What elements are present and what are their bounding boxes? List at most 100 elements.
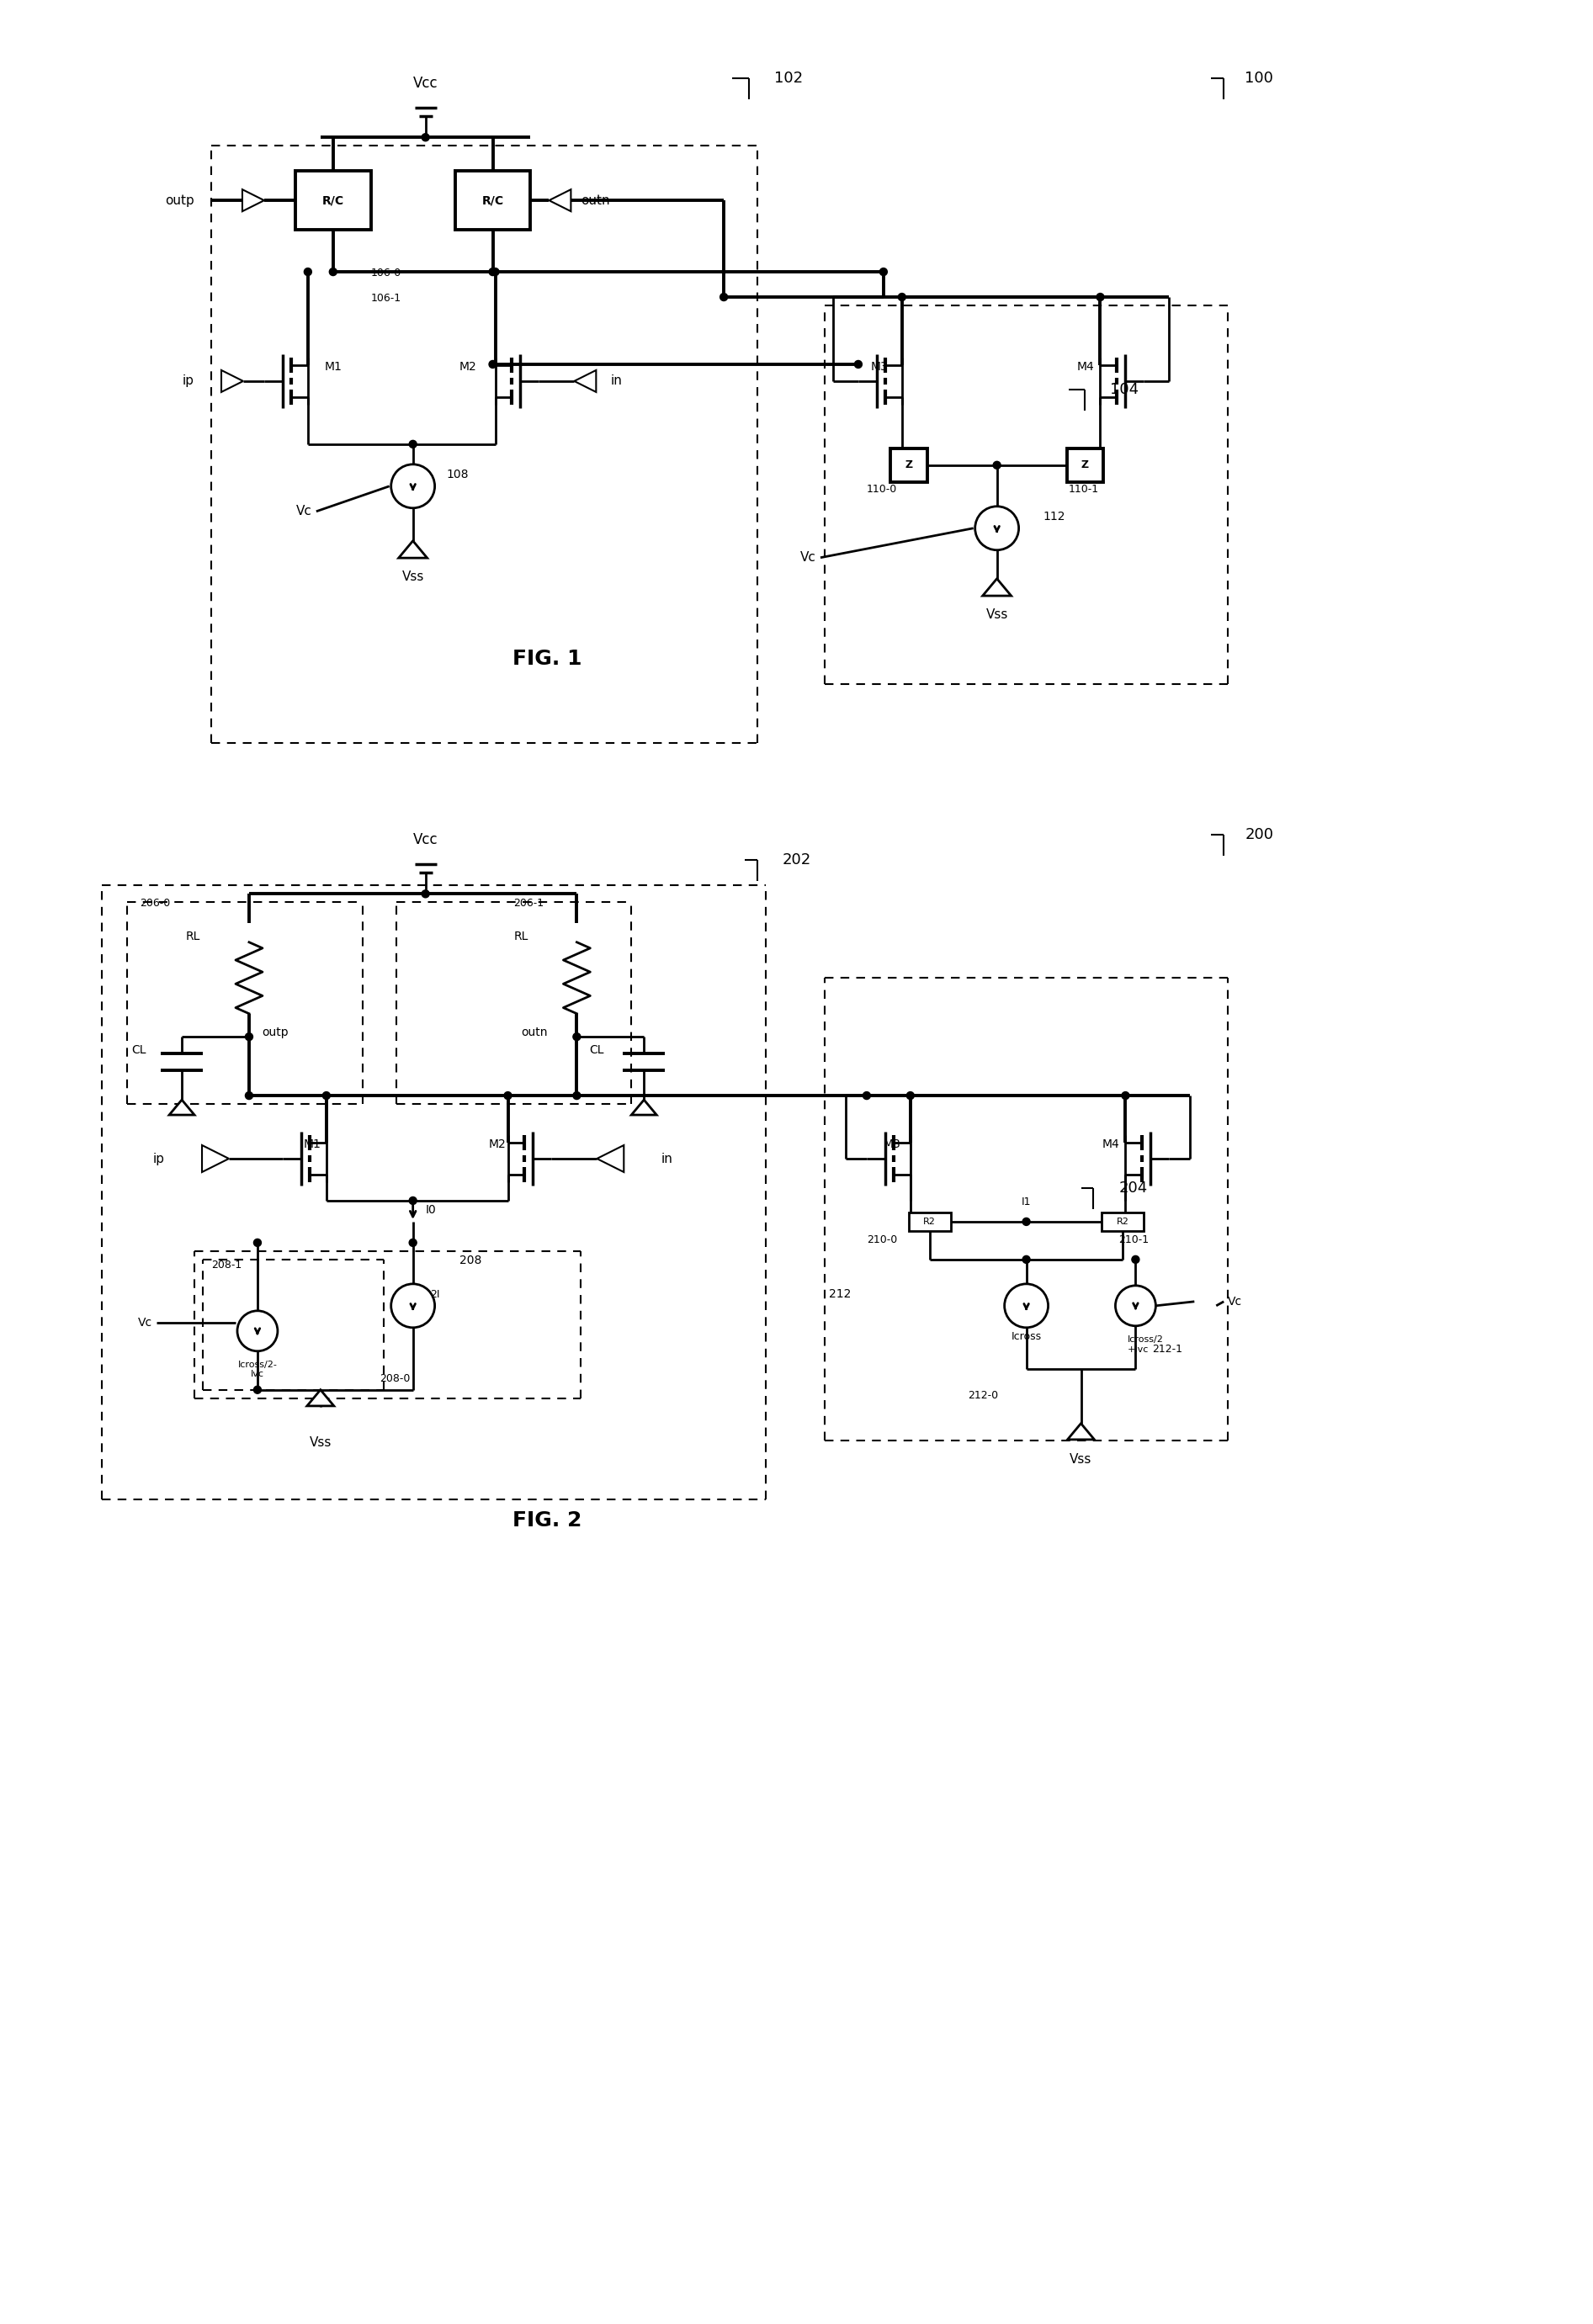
Text: 110-0: 110-0 — [867, 483, 897, 495]
Text: in: in — [610, 374, 621, 388]
Text: I0: I0 — [425, 1204, 436, 1215]
Text: 106-0: 106-0 — [371, 267, 401, 279]
Circle shape — [253, 1239, 261, 1246]
Text: Icross/2
+Ivc: Icross/2 +Ivc — [1128, 1336, 1163, 1353]
Polygon shape — [202, 1146, 229, 1171]
Bar — [1067, 449, 1104, 481]
Text: R/C: R/C — [481, 195, 503, 207]
Text: R2: R2 — [1117, 1218, 1129, 1225]
Text: 102: 102 — [774, 72, 803, 86]
Text: in: in — [661, 1153, 672, 1164]
Text: M4: M4 — [1102, 1139, 1120, 1150]
Text: 212-1: 212-1 — [1152, 1343, 1182, 1355]
Text: Vss: Vss — [1070, 1452, 1093, 1466]
Bar — [890, 449, 927, 481]
Text: Vc: Vc — [800, 551, 816, 565]
Text: M3: M3 — [884, 1139, 902, 1150]
Circle shape — [253, 1385, 261, 1394]
Text: I1: I1 — [1021, 1197, 1031, 1208]
Text: Z: Z — [905, 460, 913, 472]
Bar — [295, 172, 371, 230]
Circle shape — [854, 360, 862, 367]
Circle shape — [237, 1311, 277, 1350]
Text: 210-1: 210-1 — [1118, 1234, 1149, 1246]
Text: 104: 104 — [1110, 381, 1139, 397]
Circle shape — [390, 465, 435, 509]
Text: Z: Z — [1082, 460, 1090, 472]
Text: 106-1: 106-1 — [371, 293, 401, 304]
Text: 108: 108 — [446, 469, 468, 481]
Circle shape — [1023, 1218, 1031, 1225]
Text: Vc: Vc — [296, 504, 312, 518]
Text: 210-0: 210-0 — [867, 1234, 897, 1246]
Text: RL: RL — [515, 932, 529, 944]
Polygon shape — [398, 541, 427, 558]
Circle shape — [1115, 1285, 1157, 1327]
Polygon shape — [242, 191, 264, 211]
Text: 100: 100 — [1244, 72, 1273, 86]
Text: CL: CL — [131, 1043, 147, 1055]
Text: 200: 200 — [1244, 827, 1273, 844]
Text: outn: outn — [581, 195, 610, 207]
Polygon shape — [550, 191, 570, 211]
Text: 212-0: 212-0 — [967, 1390, 997, 1401]
Text: 206-0: 206-0 — [140, 897, 170, 909]
Circle shape — [409, 1239, 417, 1246]
Circle shape — [898, 293, 906, 300]
Text: Vcc: Vcc — [413, 832, 438, 848]
Bar — [908, 1213, 951, 1232]
Circle shape — [1096, 293, 1104, 300]
Polygon shape — [631, 1099, 656, 1116]
Text: Vc: Vc — [139, 1318, 153, 1329]
Polygon shape — [597, 1146, 624, 1171]
Circle shape — [409, 1197, 417, 1204]
Text: 206-1: 206-1 — [515, 897, 545, 909]
Circle shape — [1005, 1283, 1048, 1327]
Polygon shape — [221, 370, 244, 393]
Text: 212: 212 — [828, 1287, 851, 1299]
Polygon shape — [1067, 1422, 1094, 1439]
Circle shape — [492, 267, 499, 277]
Circle shape — [720, 293, 728, 300]
Bar — [456, 172, 530, 230]
Text: Icross/2-
Ivc: Icross/2- Ivc — [237, 1360, 277, 1378]
Circle shape — [409, 439, 417, 449]
Text: R/C: R/C — [322, 195, 344, 207]
Text: M3: M3 — [871, 360, 889, 372]
Text: M2: M2 — [489, 1139, 507, 1150]
Text: Vc: Vc — [1228, 1297, 1243, 1308]
Circle shape — [489, 360, 497, 367]
Text: Icross: Icross — [1012, 1332, 1042, 1341]
Text: Vss: Vss — [309, 1436, 331, 1448]
Circle shape — [489, 267, 497, 277]
Polygon shape — [169, 1099, 194, 1116]
Circle shape — [992, 462, 1000, 469]
Circle shape — [863, 1092, 870, 1099]
Text: 110-1: 110-1 — [1069, 483, 1099, 495]
Circle shape — [322, 1092, 330, 1099]
Circle shape — [1023, 1255, 1031, 1264]
Circle shape — [245, 1092, 253, 1099]
Text: 112: 112 — [1043, 511, 1066, 523]
Text: M2: M2 — [459, 360, 476, 372]
Circle shape — [503, 1092, 511, 1099]
Text: outn: outn — [521, 1027, 548, 1039]
Circle shape — [879, 267, 887, 277]
Circle shape — [422, 890, 429, 897]
Text: outp: outp — [166, 195, 194, 207]
Text: M1: M1 — [304, 1139, 322, 1150]
Text: M1: M1 — [325, 360, 342, 372]
Text: FIG. 1: FIG. 1 — [513, 648, 581, 669]
Text: R2: R2 — [924, 1218, 937, 1225]
Circle shape — [390, 1283, 435, 1327]
Circle shape — [975, 507, 1020, 551]
Circle shape — [573, 1032, 580, 1041]
Bar — [1102, 1213, 1144, 1232]
Text: 208-0: 208-0 — [379, 1373, 409, 1383]
Circle shape — [906, 1092, 914, 1099]
Text: RL: RL — [186, 932, 201, 944]
Text: Vcc: Vcc — [413, 77, 438, 91]
Text: CL: CL — [589, 1043, 604, 1055]
Circle shape — [573, 1092, 580, 1099]
Text: outp: outp — [261, 1027, 288, 1039]
